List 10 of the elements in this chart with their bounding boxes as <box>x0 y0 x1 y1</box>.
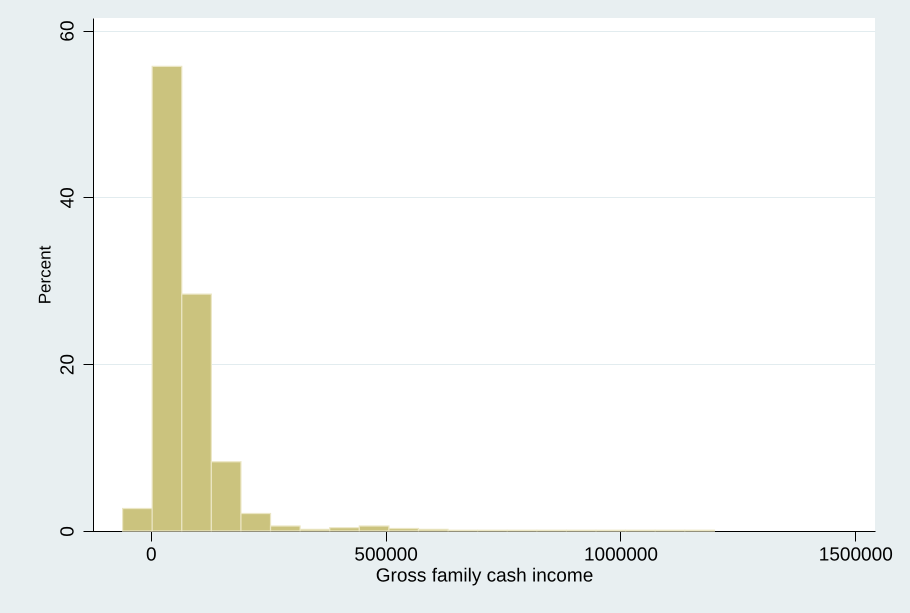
x-tick-label: 1000000 <box>584 544 658 566</box>
y-axis-title: Percent <box>36 245 54 304</box>
y-tick-label: 0 <box>58 526 78 537</box>
x-tick-label: 0 <box>146 544 157 566</box>
y-tick-label: 20 <box>58 354 78 376</box>
y-tick-label: 60 <box>58 20 78 42</box>
x-axis-title: Gross family cash income <box>376 566 594 586</box>
x-tick-label: 1500000 <box>818 544 893 566</box>
y-tick-label: 40 <box>58 187 78 208</box>
x-tick-label: 500000 <box>354 544 418 566</box>
